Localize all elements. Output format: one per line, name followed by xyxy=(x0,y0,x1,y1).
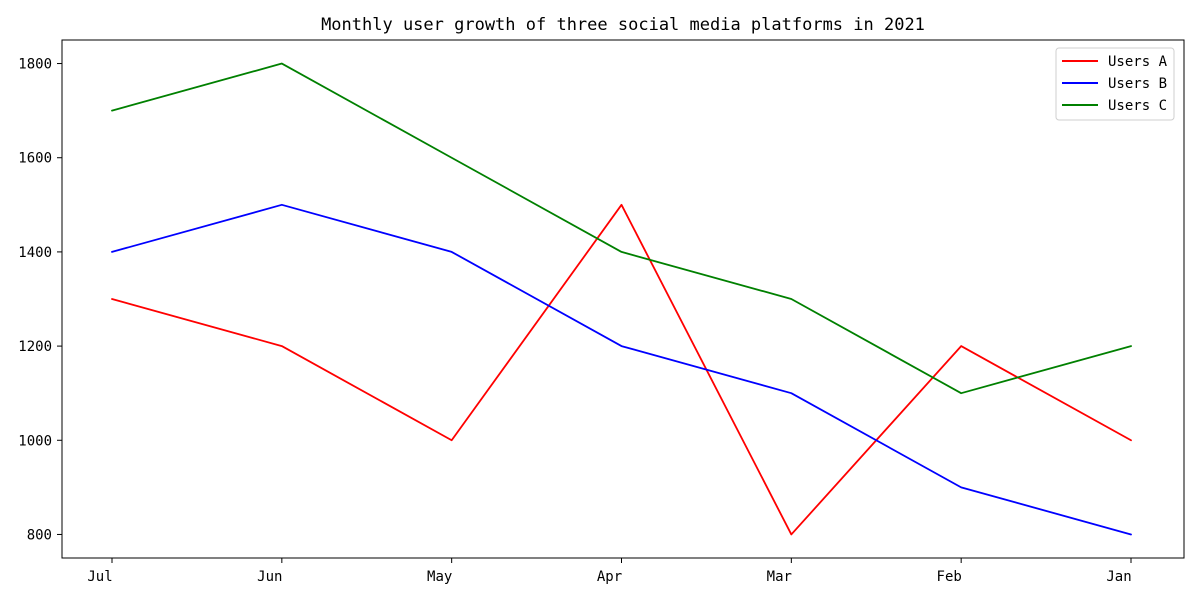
y-tick-label: 800 xyxy=(27,527,52,543)
y-tick-label: 1400 xyxy=(18,245,52,261)
plot-area-frame xyxy=(61,39,1185,559)
x-tick-label: Jul xyxy=(87,569,112,585)
y-tick-label: 1200 xyxy=(18,339,52,355)
legend-label-1: Users A xyxy=(1108,54,1168,70)
x-tick-label: Mar xyxy=(767,569,792,585)
legend-label-2: Users B xyxy=(1108,76,1167,92)
chart-title: Monthly user growth of three social medi… xyxy=(321,15,925,35)
y-tick-label: 1600 xyxy=(18,151,52,167)
y-tick-label: 1000 xyxy=(18,433,52,449)
x-tick-label: May xyxy=(427,569,452,585)
x-tick-label: Jan xyxy=(1106,569,1131,585)
x-tick-label: Feb xyxy=(937,569,962,585)
series-line-3 xyxy=(111,62,1132,395)
x-tick-label: Jun xyxy=(257,569,282,585)
legend-box xyxy=(1055,47,1175,121)
legend-label-3: Users C xyxy=(1108,98,1167,114)
x-tick-label: Apr xyxy=(597,569,622,585)
y-tick-label: 1800 xyxy=(18,57,52,73)
series-line-1 xyxy=(111,203,1132,536)
series-line-2 xyxy=(111,203,1132,536)
